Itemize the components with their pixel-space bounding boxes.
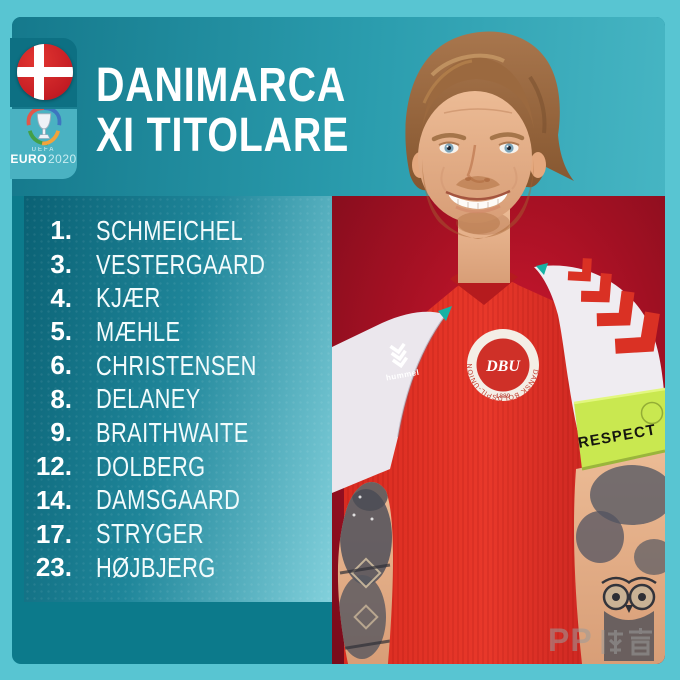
face	[418, 91, 532, 223]
euro-trophy-icon	[26, 109, 61, 146]
eyebrow-right	[489, 132, 525, 141]
smile	[445, 189, 511, 214]
lineup-row: 17. STRYGER	[30, 517, 313, 551]
euro2020-logo: UEFA EURO2020	[10, 109, 77, 179]
lineup-row: 23. HØJBJERG	[30, 551, 313, 585]
lineup-panel: 1. SCHMEICHEL 3. VESTERGAARD 4. KJÆR 5. …	[24, 196, 332, 602]
player-number: 8.	[50, 383, 72, 414]
lineup-row: 12. DOLBERG	[30, 450, 313, 484]
sleeve-chevrons	[567, 258, 660, 354]
crest-year: 1889	[496, 393, 511, 400]
player-number: 5.	[50, 316, 72, 347]
player-number: 1.	[50, 215, 72, 246]
player-name: DAMSGAARD	[96, 484, 241, 516]
lineup-row: 8. DELANEY	[30, 382, 313, 416]
player-name: DELANEY	[96, 383, 201, 415]
lineup-row: 1. SCHMEICHEL	[30, 214, 313, 248]
player-name: HØJBJERG	[96, 551, 216, 583]
captain-armband: RESPECT	[573, 387, 665, 471]
player-name: SCHMEICHEL	[96, 214, 244, 246]
title-line-1: DANIMARCA	[96, 59, 347, 112]
player-name: CHRISTENSEN	[96, 349, 257, 381]
player-number: 6.	[50, 350, 72, 381]
eye-right	[498, 141, 520, 154]
lineup-row: 5. MÆHLE	[30, 315, 313, 349]
player-name: STRYGER	[96, 518, 204, 550]
player-number: 14.	[35, 484, 72, 515]
player-number: 3.	[50, 249, 72, 280]
player-name: BRAITHWAITE	[96, 416, 249, 448]
player-number: 12.	[35, 451, 72, 482]
player-number: 23.	[35, 552, 72, 583]
left-sleeve	[332, 311, 446, 493]
player-name: MÆHLE	[96, 315, 181, 347]
left-forearm	[337, 481, 393, 664]
lineup-row: 9. BRAITHWAITE	[30, 416, 313, 450]
player-head	[405, 31, 574, 239]
eyebrow-left	[431, 133, 467, 142]
badge-column: UEFA EURO2020	[10, 38, 77, 179]
lineup-row: 4. KJÆR	[30, 281, 313, 315]
lineup-list: 1. SCHMEICHEL 3. VESTERGAARD 4. KJÆR 5. …	[30, 214, 313, 585]
hairline	[422, 57, 534, 129]
player-name: DOLBERG	[96, 450, 206, 482]
player-number: 9.	[50, 417, 72, 448]
euro2020-label: EURO2020	[10, 152, 77, 166]
lineup-row: 3. VESTERGAARD	[30, 248, 313, 282]
watermark-latin: PP	[548, 622, 593, 658]
content-panel: DANIMARCA XI TITOLARE 1. SCHMEICHEL 3. V…	[12, 17, 665, 664]
uefa-label: UEFA	[31, 147, 56, 153]
lineup-row: 14. DAMSGAARD	[30, 484, 313, 518]
dbu-crest: DANSK BOLDSPIL-UNION DBU 1889	[467, 329, 539, 401]
watermark: PP	[548, 622, 654, 659]
nose	[466, 144, 485, 183]
denmark-flag-icon	[17, 44, 73, 100]
eye-left	[438, 141, 460, 154]
title-line-2: XI TITOLARE	[96, 109, 350, 162]
player-name: VESTERGAARD	[96, 248, 266, 280]
left-arm-tattoos	[338, 481, 392, 659]
player-number: 4.	[50, 282, 72, 313]
denmark-flag	[10, 38, 77, 107]
ear-right	[530, 152, 546, 178]
player-name: KJÆR	[96, 282, 161, 314]
crest-center-text: DBU	[485, 358, 521, 375]
watermark-cjk-glyphs	[601, 627, 652, 655]
player-photo: DANSK BOLDSPIL-UNION DBU 1889 hummel	[332, 17, 665, 664]
page-title: DANIMARCA XI TITOLARE	[96, 61, 349, 161]
lineup-row: 6. CHRISTENSEN	[30, 349, 313, 383]
player-number: 17.	[35, 518, 72, 549]
player-illustration: DANSK BOLDSPIL-UNION DBU 1889 hummel	[332, 31, 665, 664]
